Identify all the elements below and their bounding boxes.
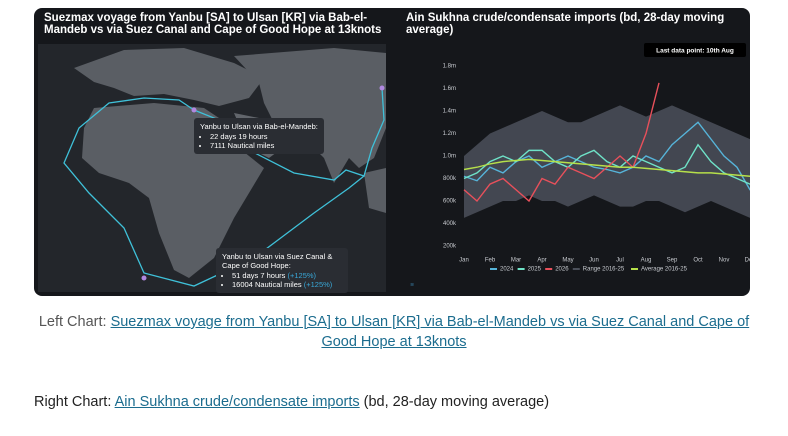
asia xyxy=(234,48,386,183)
legend-label: 2025 xyxy=(528,267,542,273)
legend-swatch xyxy=(545,268,553,270)
legend-swatch xyxy=(517,268,525,270)
legend-label: Range 2016-25 xyxy=(583,267,625,273)
legend-label: 2026 xyxy=(555,267,569,273)
y-tick-label: 800k xyxy=(443,176,457,182)
chart: Last data point: 10th Aug ≋ 200k 400k 600k… xyxy=(410,43,750,288)
pin xyxy=(141,275,147,281)
x-tick-label: Nov xyxy=(719,258,730,264)
y-tick-label: 600k xyxy=(443,199,457,205)
callout: Yanbu to Ulsan via Suez Canal & Cape of … xyxy=(216,248,348,293)
callout-heading: Yanbu to Ulsan via Suez Canal & Cape of … xyxy=(222,252,333,270)
callout-list: 51 days 7 hours (+125%) 16004 Nautical m… xyxy=(222,271,342,289)
y-tick-label: 1.4m xyxy=(443,109,456,115)
x-tick-label: Oct xyxy=(693,258,703,264)
x-tick-label: Dec xyxy=(745,258,750,264)
europe xyxy=(74,48,264,106)
islands xyxy=(364,168,386,213)
y-tick-label: 1.6m xyxy=(443,86,456,92)
callout-text: 16004 Nautical miles xyxy=(232,280,302,289)
line xyxy=(463,82,660,203)
legend-label: 2024 xyxy=(500,267,514,273)
caption-link[interactable]: Suezmax voyage from Yanbu [SA] to Ulsan … xyxy=(110,314,750,350)
line xyxy=(463,121,750,191)
caption-prefix: Left Chart: xyxy=(38,314,111,330)
line xyxy=(463,158,750,177)
callout-extra: (+125%) xyxy=(287,271,317,280)
annotation-box xyxy=(644,43,746,57)
callout-extra: (+125%) xyxy=(303,280,333,289)
map xyxy=(38,44,386,292)
caption-suffix: (bd, 28-day moving average) xyxy=(359,394,550,410)
callout-heading: Yanbu to Ulsan via Bab-el-Mandeb: xyxy=(200,122,318,131)
legend-swatch xyxy=(631,268,638,270)
callout-text: 51 days 7 hours xyxy=(232,271,286,280)
logo: ≋ xyxy=(410,282,414,288)
chart-title: Ain Sukhna crude/condensate imports (bd,… xyxy=(406,12,725,36)
x-tick-label: Apr xyxy=(537,258,546,264)
caption-prefix: Right Chart: xyxy=(34,394,115,410)
chart-card: Suezmax voyage from Yanbu [SA] to Ulsan … xyxy=(34,8,750,296)
y-tick-label: 400k xyxy=(443,221,457,227)
annotation: Last data point: 10th Aug xyxy=(656,48,734,55)
x-tick-label: Aug xyxy=(641,258,652,264)
map-title: Suezmax voyage from Yanbu [SA] to Ulsan … xyxy=(44,12,382,36)
x-tick-label: Jan xyxy=(459,258,469,264)
x-tick-label: May xyxy=(562,258,573,264)
x-tick-label: Jul xyxy=(616,258,624,264)
y-tick-label: 1.8m xyxy=(443,64,456,70)
legend-label: Average 2016-25 xyxy=(641,267,688,273)
callout-item: 51 days 7 hours (+125%) xyxy=(232,271,342,280)
route-cape xyxy=(63,97,365,287)
caption: Right Chart: Ain Sukhna crude/condensate… xyxy=(34,392,549,412)
pin xyxy=(191,107,197,113)
legend-swatch xyxy=(572,268,580,270)
x-tick-label: Sep xyxy=(667,258,678,264)
x-tick-label: Feb xyxy=(485,258,496,264)
callout-item: 7111 Nautical miles xyxy=(210,141,318,150)
x-tick-label: Jun xyxy=(589,258,599,264)
callout-item: 16004 Nautical miles (+125%) xyxy=(232,280,342,289)
caption: Left Chart: Suezmax voyage from Yanbu [S… xyxy=(34,312,754,352)
legend-swatch xyxy=(490,268,497,270)
callout: Yanbu to Ulsan via Bab-el-Mandeb: 22 day… xyxy=(194,118,324,154)
callout-item: 22 days 19 hours xyxy=(210,132,318,141)
range-band xyxy=(464,105,750,218)
callout-list: 22 days 19 hours 7111 Nautical miles xyxy=(200,132,318,150)
y-tick-label: 1.0m xyxy=(443,154,456,160)
caption-link[interactable]: Ain Sukhna crude/condensate imports xyxy=(114,394,360,410)
pin xyxy=(379,85,385,91)
y-tick-label: 1.2m xyxy=(443,131,456,137)
y-tick-label: 200k xyxy=(443,244,457,250)
x-tick-label: Mar xyxy=(511,258,521,264)
